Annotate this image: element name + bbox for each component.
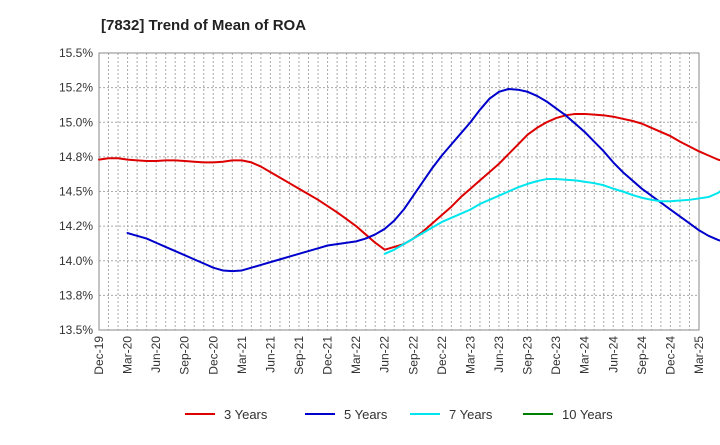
y-tick-label: 15.2% bbox=[59, 81, 93, 95]
x-tick-label: Mar-25 bbox=[692, 336, 706, 374]
x-tick-label: Dec-19 bbox=[92, 336, 106, 375]
x-tick-label: Sep-21 bbox=[292, 336, 306, 375]
legend-label: 3 Years bbox=[224, 407, 268, 422]
x-tick-label: Sep-23 bbox=[521, 336, 535, 375]
y-axis: 13.5% 13.8% 14.0% 14.2% 14.5% 14.8% 15.0% 15.2%… bbox=[59, 46, 93, 337]
y-tick-label: 13.8% bbox=[59, 288, 93, 302]
x-tick-label: Sep-24 bbox=[635, 336, 649, 375]
x-tick-label: Mar-24 bbox=[578, 336, 592, 374]
x-tick-label: Jun-24 bbox=[606, 336, 620, 373]
x-tick-label: Mar-23 bbox=[463, 336, 477, 374]
y-tick-label: 15.5% bbox=[59, 46, 93, 60]
x-tick-label: Dec-20 bbox=[206, 336, 220, 375]
y-tick-label: 14.0% bbox=[59, 254, 93, 268]
legend-label: 7 Years bbox=[449, 407, 493, 422]
x-tick-label: Dec-22 bbox=[435, 336, 449, 375]
x-axis: Dec-19 Mar-20 Jun-20 Sep-20 Dec-20 Mar-21 Jun-… bbox=[92, 336, 706, 375]
x-tick-label: Jun-22 bbox=[378, 336, 392, 373]
series-lines bbox=[98, 88, 720, 273]
y-tick-label: 14.8% bbox=[59, 150, 93, 164]
x-tick-label: Sep-20 bbox=[178, 336, 192, 375]
y-tick-label: 14.2% bbox=[59, 219, 93, 233]
x-tick-label: Jun-20 bbox=[149, 336, 163, 373]
y-tick-label: 15.0% bbox=[59, 115, 93, 129]
x-tick-label: Jun-21 bbox=[263, 336, 277, 373]
series-line-7-years bbox=[383, 178, 720, 255]
x-tick-label: Dec-23 bbox=[549, 336, 563, 375]
x-tick-label: Mar-20 bbox=[121, 336, 135, 374]
x-tick-label: Sep-22 bbox=[406, 336, 420, 375]
series-line-3-years bbox=[98, 112, 720, 251]
x-tick-label: Dec-21 bbox=[321, 336, 335, 375]
x-tick-label: Jun-23 bbox=[492, 336, 506, 373]
chart-title: [7832] Trend of Mean of ROA bbox=[101, 17, 306, 34]
x-tick-label: Dec-24 bbox=[663, 336, 677, 375]
legend-label: 10 Years bbox=[562, 407, 613, 422]
x-tick-label: Mar-21 bbox=[235, 336, 249, 374]
x-tick-label: Mar-22 bbox=[349, 336, 363, 374]
legend: 3 Years 5 Years 7 Years 10 Years bbox=[185, 407, 613, 422]
y-tick-label: 14.5% bbox=[59, 185, 93, 199]
plot-border bbox=[98, 52, 700, 331]
legend-label: 5 Years bbox=[344, 407, 388, 422]
y-tick-label: 13.5% bbox=[59, 323, 93, 337]
